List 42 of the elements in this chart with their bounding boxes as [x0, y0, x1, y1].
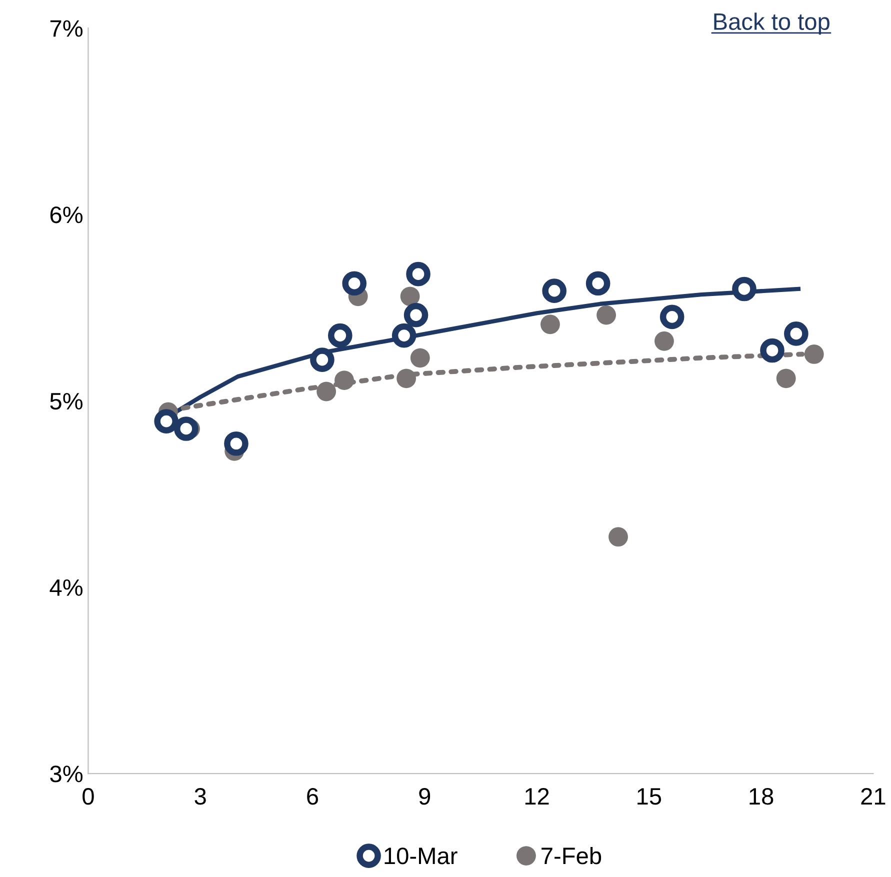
- point: [396, 368, 416, 388]
- x-tick-label: 3: [194, 788, 206, 805]
- x-tick-label: 15: [638, 788, 662, 805]
- point: [328, 323, 352, 348]
- point: [392, 323, 416, 348]
- point: [760, 338, 784, 363]
- point: [410, 348, 430, 368]
- y-tick-label: 4%: [50, 579, 83, 596]
- point: [342, 271, 367, 296]
- point: [334, 370, 354, 390]
- y-tick-label: 3%: [50, 766, 83, 782]
- point: [804, 344, 824, 364]
- x-tick-label: 21: [861, 788, 886, 805]
- point: [784, 322, 808, 346]
- point: [608, 527, 628, 547]
- x-tick-label: 12: [525, 788, 549, 805]
- y-tick-label: 5%: [50, 392, 83, 410]
- point: [586, 271, 610, 296]
- x-tick-label: 18: [750, 788, 774, 805]
- point: [154, 409, 178, 434]
- point: [542, 278, 566, 303]
- x-tick-label: 6: [307, 788, 318, 805]
- point: [400, 286, 420, 306]
- point: [654, 331, 674, 351]
- x-tick-label: 9: [419, 788, 430, 805]
- annotation: Back to top: [714, 12, 830, 35]
- x-tick-label: 0: [82, 788, 94, 805]
- legend-label: 7-Feb: [542, 846, 602, 864]
- point: [310, 348, 334, 372]
- point: [732, 276, 756, 302]
- point: [224, 432, 248, 456]
- point: [540, 314, 560, 334]
- y-tick-label: 7%: [50, 20, 83, 37]
- y-tick-label: 6%: [50, 206, 83, 224]
- point: [404, 302, 428, 328]
- point: [776, 368, 796, 388]
- point: [174, 416, 198, 441]
- point: [660, 304, 684, 330]
- point: [596, 305, 616, 325]
- point: [406, 262, 430, 286]
- legend-label: 10-Mar: [384, 848, 458, 864]
- point: [316, 382, 336, 402]
